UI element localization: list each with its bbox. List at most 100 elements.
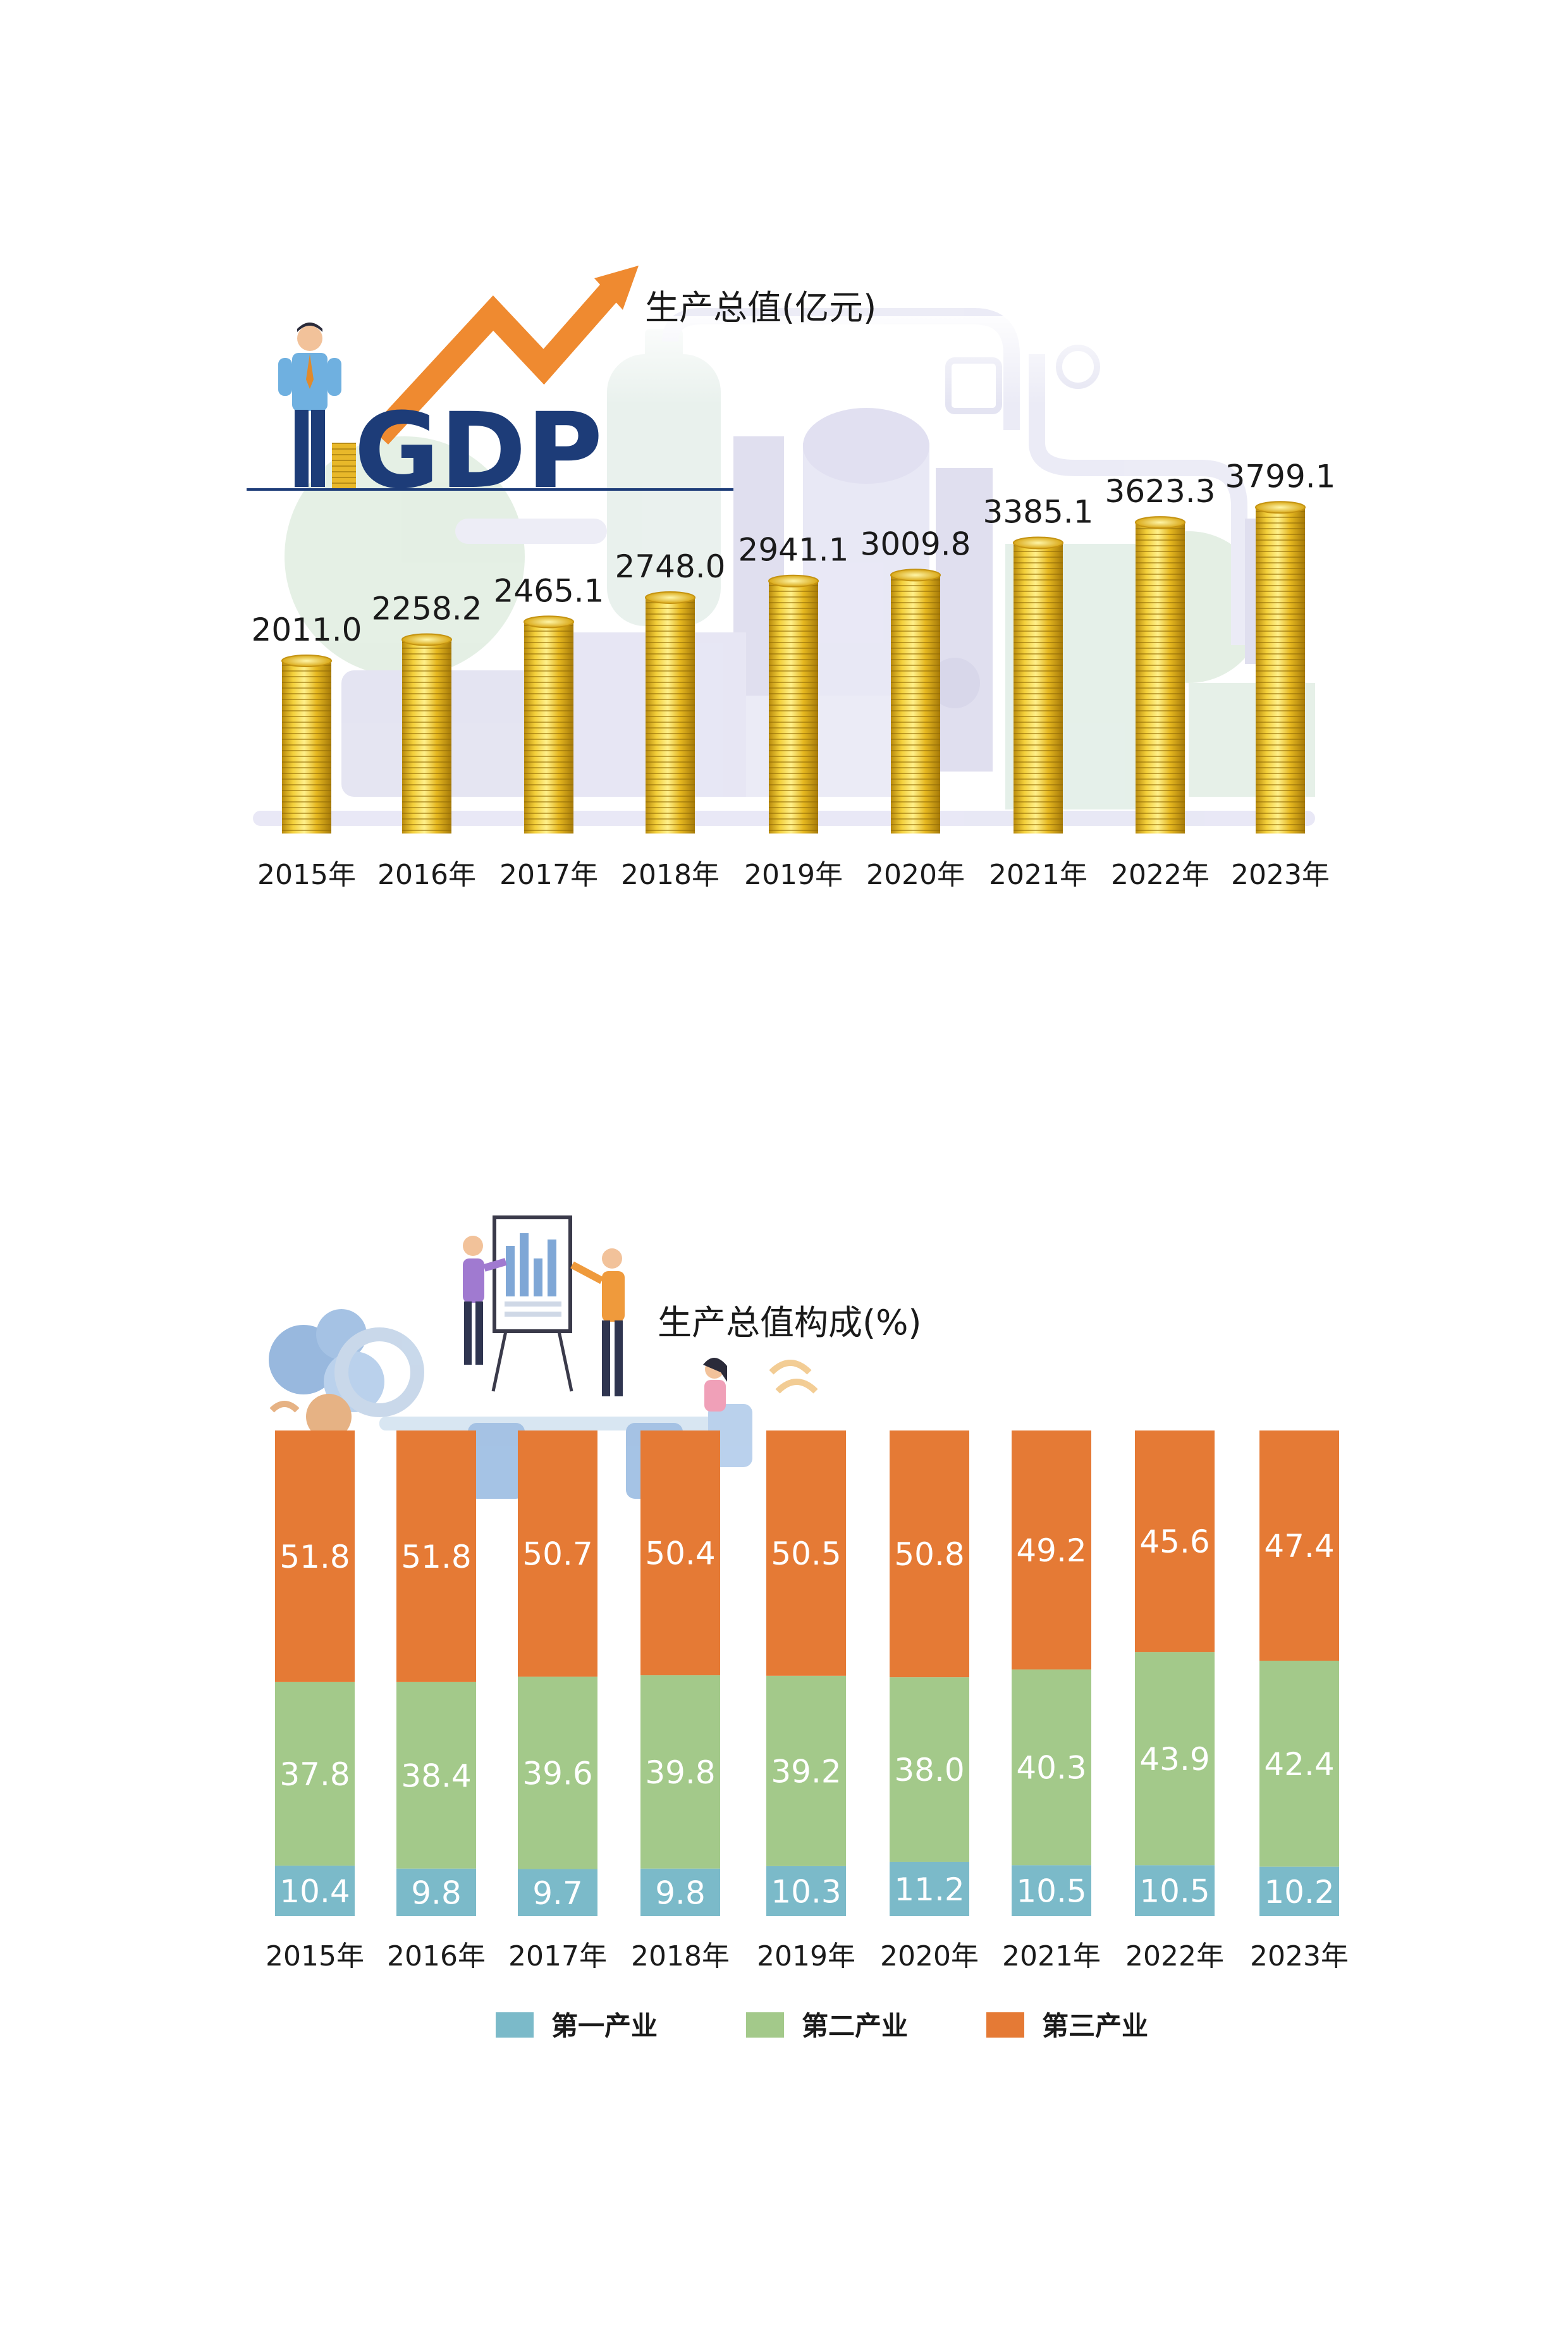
legend-swatch bbox=[986, 2012, 1024, 2038]
gdp-value-label: 2011.0 bbox=[252, 612, 362, 648]
segment-3 bbox=[1135, 1430, 1215, 1652]
segment-1 bbox=[1259, 1866, 1339, 1916]
segment-3 bbox=[890, 1430, 969, 1678]
seated-person-icon bbox=[703, 1357, 727, 1412]
segment-3 bbox=[640, 1430, 720, 1676]
segment-value-label: 10.5 bbox=[1016, 1873, 1086, 1910]
structure-year-label: 2017年 bbox=[508, 1940, 607, 1972]
gdp-year-label: 2016年 bbox=[377, 859, 476, 891]
gdp-value-label: 2748.0 bbox=[615, 548, 726, 585]
segment-value-label: 40.3 bbox=[1016, 1750, 1086, 1787]
segment-value-label: 10.5 bbox=[1139, 1873, 1210, 1910]
rising-arrow-icon bbox=[371, 280, 623, 445]
segment-3 bbox=[275, 1430, 355, 1682]
segment-value-label: 39.6 bbox=[522, 1755, 592, 1792]
segment-3 bbox=[1012, 1430, 1091, 1670]
gdp-value-label: 3799.1 bbox=[1225, 458, 1336, 495]
segment-1 bbox=[518, 1869, 597, 1916]
gdp-year-label: 2019年 bbox=[744, 859, 843, 891]
gdp-bar bbox=[890, 569, 941, 834]
segment-2 bbox=[1012, 1669, 1091, 1866]
segment-3 bbox=[1259, 1430, 1339, 1661]
segment-value-label: 10.3 bbox=[771, 1873, 841, 1910]
gdp-year-label: 2023年 bbox=[1231, 859, 1330, 891]
presenter-right-icon bbox=[570, 1248, 625, 1396]
segment-value-label: 37.8 bbox=[279, 1756, 350, 1793]
gdp-value-label: 3623.3 bbox=[1105, 473, 1216, 510]
segment-2 bbox=[275, 1682, 355, 1866]
structure-year-label: 2020年 bbox=[880, 1940, 979, 1972]
gdp-year-label: 2015年 bbox=[257, 859, 356, 891]
segment-value-label: 39.8 bbox=[645, 1754, 715, 1791]
gdp-bar bbox=[1255, 501, 1306, 834]
segment-2 bbox=[640, 1675, 720, 1869]
structure-legend: 第一产业 第二产业 第三产业 bbox=[496, 2010, 1148, 2041]
gdp-value-label: 3385.1 bbox=[983, 493, 1094, 530]
gdp-bar bbox=[401, 633, 452, 834]
gdp-value-label: 2465.1 bbox=[494, 572, 604, 609]
gdp-year-label: 2018年 bbox=[621, 859, 720, 891]
gdp-year-label: 2021年 bbox=[989, 859, 1087, 891]
segment-value-label: 50.5 bbox=[771, 1535, 841, 1572]
structure-year-label: 2019年 bbox=[757, 1940, 855, 1972]
gdp-bar bbox=[1135, 516, 1185, 834]
structure-bar bbox=[275, 1430, 355, 1916]
structure-bar bbox=[1259, 1430, 1339, 1916]
structure-stacked-bars bbox=[275, 1430, 1339, 1916]
segment-1 bbox=[275, 1866, 355, 1916]
segment-2 bbox=[766, 1675, 846, 1866]
segment-value-label: 11.2 bbox=[894, 1871, 964, 1908]
chart-title-structure: 生产总值构成(%) bbox=[658, 1303, 921, 1343]
gdp-badge-text: GDP bbox=[354, 390, 603, 512]
gdp-bars bbox=[281, 501, 1306, 834]
structure-year-label: 2023年 bbox=[1250, 1940, 1349, 1972]
segment-value-label: 38.0 bbox=[894, 1752, 964, 1788]
segment-value-label: 42.4 bbox=[1264, 1746, 1334, 1783]
segment-value-label: 39.2 bbox=[771, 1753, 841, 1790]
gdp-bar bbox=[768, 574, 819, 834]
legend-item: 第二产业 bbox=[746, 2010, 908, 2041]
businessman-icon bbox=[278, 323, 341, 487]
structure-bar bbox=[1012, 1430, 1091, 1916]
chart-title-gdp: 生产总值(亿元) bbox=[645, 288, 876, 328]
structure-year-label: 2015年 bbox=[266, 1940, 364, 1972]
gdp-year-labels: 2015年 2016年 2017年 2018年 2019年 2020年 2021年 2022年… bbox=[257, 859, 1330, 891]
structure-bar bbox=[890, 1430, 969, 1916]
presentation-board-icon bbox=[491, 1215, 573, 1392]
legend-label: 第三产业 bbox=[1042, 2010, 1148, 2041]
structure-year-labels: 2015年 2016年 2017年 2018年 2019年 2020年 2021年 2022年… bbox=[266, 1940, 1349, 1972]
segment-value-label: 9.8 bbox=[655, 1874, 706, 1911]
segment-value-label: 51.8 bbox=[279, 1539, 350, 1575]
structure-bar bbox=[640, 1430, 720, 1916]
segment-1 bbox=[640, 1868, 720, 1916]
segment-3 bbox=[518, 1430, 597, 1677]
structure-bar bbox=[1135, 1430, 1215, 1916]
segment-value-label: 49.2 bbox=[1016, 1532, 1086, 1569]
structure-year-label: 2016年 bbox=[387, 1940, 486, 1972]
gdp-year-label: 2022年 bbox=[1111, 859, 1210, 891]
gdp-value-label: 3009.8 bbox=[861, 526, 971, 562]
segment-value-label: 38.4 bbox=[401, 1757, 471, 1794]
segment-1 bbox=[1135, 1865, 1215, 1916]
segment-value-label: 50.8 bbox=[894, 1536, 964, 1573]
gdp-bar bbox=[1013, 536, 1063, 834]
segment-value-label: 43.9 bbox=[1139, 1741, 1210, 1778]
structure-value-labels: 10.4 37.8 51.8 9.8 38.4 51.8 9.7 39.6 50.7 9.8 39.… bbox=[279, 1523, 1334, 1912]
segment-2 bbox=[396, 1682, 476, 1869]
gdp-value-label: 2941.1 bbox=[738, 532, 849, 569]
segment-value-label: 50.7 bbox=[522, 1536, 592, 1573]
gdp-bar bbox=[524, 615, 574, 834]
gdp-value-label: 2258.2 bbox=[372, 590, 482, 627]
segment-value-label: 9.7 bbox=[532, 1875, 583, 1912]
structure-year-label: 2022年 bbox=[1125, 1940, 1224, 1972]
segment-2 bbox=[1135, 1652, 1215, 1866]
segment-2 bbox=[1259, 1661, 1339, 1867]
segment-value-label: 47.4 bbox=[1264, 1528, 1334, 1565]
segment-value-label: 50.4 bbox=[645, 1535, 715, 1572]
segment-1 bbox=[1012, 1865, 1091, 1916]
structure-bar bbox=[766, 1430, 846, 1916]
segment-value-label: 51.8 bbox=[401, 1539, 471, 1575]
segment-3 bbox=[396, 1430, 476, 1682]
